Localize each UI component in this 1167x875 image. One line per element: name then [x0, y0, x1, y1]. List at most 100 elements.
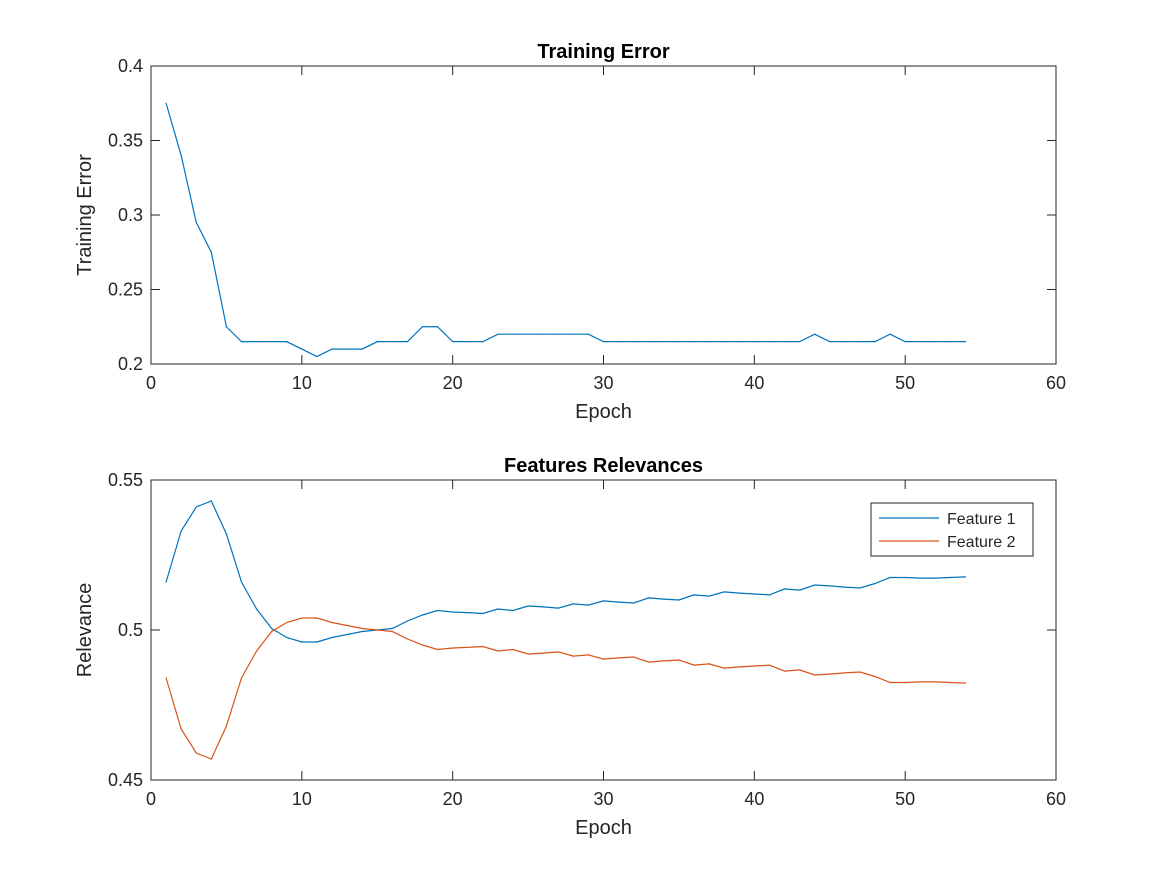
- data-point: [452, 647, 454, 649]
- data-point: [527, 605, 529, 607]
- data-point: [783, 588, 786, 590]
- data-point: [225, 533, 228, 535]
- data-point: [723, 667, 725, 669]
- data-point: [814, 333, 816, 335]
- data-point: [195, 506, 197, 508]
- data-point: [572, 603, 574, 605]
- data-point: [225, 725, 228, 727]
- data-point: [663, 598, 665, 600]
- data-point: [723, 341, 725, 343]
- data-point: [210, 500, 212, 502]
- data-point: [964, 341, 967, 343]
- y-tick-label: 0.5: [118, 620, 143, 640]
- y-tick-label: 0.45: [108, 770, 143, 790]
- data-point: [663, 660, 665, 662]
- data-point: [919, 341, 921, 343]
- x-axis-label: Epoch: [575, 401, 632, 423]
- data-point: [301, 641, 303, 643]
- data-point: [829, 341, 831, 343]
- data-point: [225, 326, 228, 328]
- data-point: [889, 576, 891, 579]
- data-point: [195, 221, 197, 224]
- data-point: [512, 333, 514, 335]
- x-tick-label: 10: [292, 789, 312, 809]
- data-point: [316, 641, 318, 643]
- series-line-2: [165, 617, 966, 760]
- y-tick-label: 0.4: [118, 56, 143, 76]
- series-1-points: [165, 500, 967, 643]
- data-point: [240, 677, 243, 679]
- legend: Feature 1 Feature 2: [870, 502, 1034, 557]
- data-point: [678, 659, 680, 661]
- x-tick-label: 30: [593, 373, 613, 393]
- data-point: [919, 577, 921, 579]
- chart-title: Training Error: [537, 41, 669, 63]
- data-point: [346, 624, 348, 627]
- data-point: [663, 341, 665, 343]
- data-point: [874, 675, 876, 678]
- data-point: [783, 341, 786, 343]
- data-point: [557, 333, 559, 335]
- data-point: [406, 620, 409, 622]
- data-point: [165, 102, 167, 104]
- chart-title: Features Relevances: [504, 455, 703, 477]
- data-point: [587, 654, 590, 656]
- data-point: [271, 341, 273, 343]
- data-point: [678, 599, 680, 601]
- data-point: [904, 681, 906, 684]
- x-tick-label: 0: [146, 789, 156, 809]
- data-point: [286, 636, 288, 639]
- data-point: [693, 664, 695, 666]
- data-point: [617, 341, 620, 343]
- data-point: [723, 591, 725, 593]
- data-point: [633, 656, 635, 658]
- data-point: [286, 341, 288, 343]
- y-axis-label: Relevance: [74, 583, 96, 678]
- data-point: [542, 652, 544, 654]
- data-point: [844, 672, 846, 674]
- data-point: [964, 682, 967, 684]
- data-point: [798, 589, 801, 591]
- data-point: [753, 665, 755, 667]
- chart-2: 0 10 20 30 40 50 60 0.45 0.5 0.55 Features Relevan…: [74, 455, 1066, 839]
- data-point: [436, 648, 439, 651]
- data-point: [693, 341, 695, 343]
- data-point: [617, 657, 620, 659]
- data-point: [587, 333, 590, 335]
- data-point: [180, 530, 182, 532]
- x-tick-label: 60: [1046, 373, 1066, 393]
- y-tick-label: 0.2: [118, 354, 143, 374]
- data-point: [814, 674, 816, 676]
- data-point: [301, 348, 303, 350]
- data-point: [753, 593, 755, 595]
- data-point: [255, 341, 258, 343]
- data-point: [361, 627, 363, 630]
- x-tick-label: 20: [443, 373, 463, 393]
- data-point: [602, 600, 605, 602]
- data-point: [844, 341, 846, 343]
- data-point: [678, 341, 680, 343]
- data-point: [738, 666, 740, 668]
- data-point: [738, 341, 740, 343]
- x-tick-label: 10: [292, 373, 312, 393]
- data-point: [240, 581, 243, 583]
- data-point: [617, 601, 620, 603]
- data-point: [467, 612, 469, 614]
- series-line-1: [165, 103, 966, 358]
- data-point: [708, 663, 710, 665]
- data-point: [964, 576, 967, 578]
- data-point: [633, 602, 635, 604]
- data-point: [361, 348, 363, 350]
- x-tick-label: 50: [895, 373, 915, 393]
- data-point: [316, 617, 318, 619]
- legend-box: [870, 502, 1034, 557]
- data-point: [271, 627, 273, 630]
- data-point: [467, 341, 469, 343]
- data-point: [527, 333, 529, 335]
- x-tick-label: 40: [744, 789, 764, 809]
- data-point: [587, 604, 590, 606]
- data-point: [346, 633, 348, 636]
- data-point: [904, 576, 906, 579]
- data-point: [859, 671, 861, 673]
- data-point: [391, 630, 393, 633]
